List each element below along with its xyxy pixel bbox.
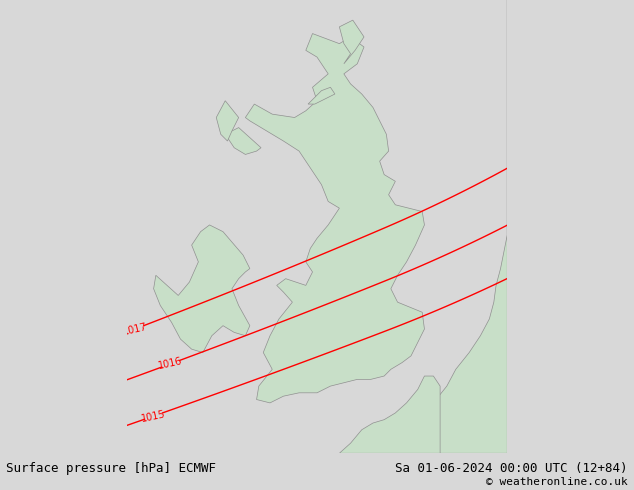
Polygon shape [245,34,424,403]
Polygon shape [308,87,335,104]
Polygon shape [424,0,507,453]
Polygon shape [216,101,238,141]
Text: 1016: 1016 [158,356,184,371]
Polygon shape [153,225,250,352]
Text: Sa 01-06-2024 00:00 UTC (12+84): Sa 01-06-2024 00:00 UTC (12+84) [395,463,628,475]
Text: 1015: 1015 [140,409,167,423]
Text: 1017: 1017 [122,321,148,337]
Polygon shape [225,127,261,154]
Polygon shape [339,376,440,453]
Text: © weatheronline.co.uk: © weatheronline.co.uk [486,477,628,487]
Text: Surface pressure [hPa] ECMWF: Surface pressure [hPa] ECMWF [6,463,216,475]
Polygon shape [339,20,364,64]
